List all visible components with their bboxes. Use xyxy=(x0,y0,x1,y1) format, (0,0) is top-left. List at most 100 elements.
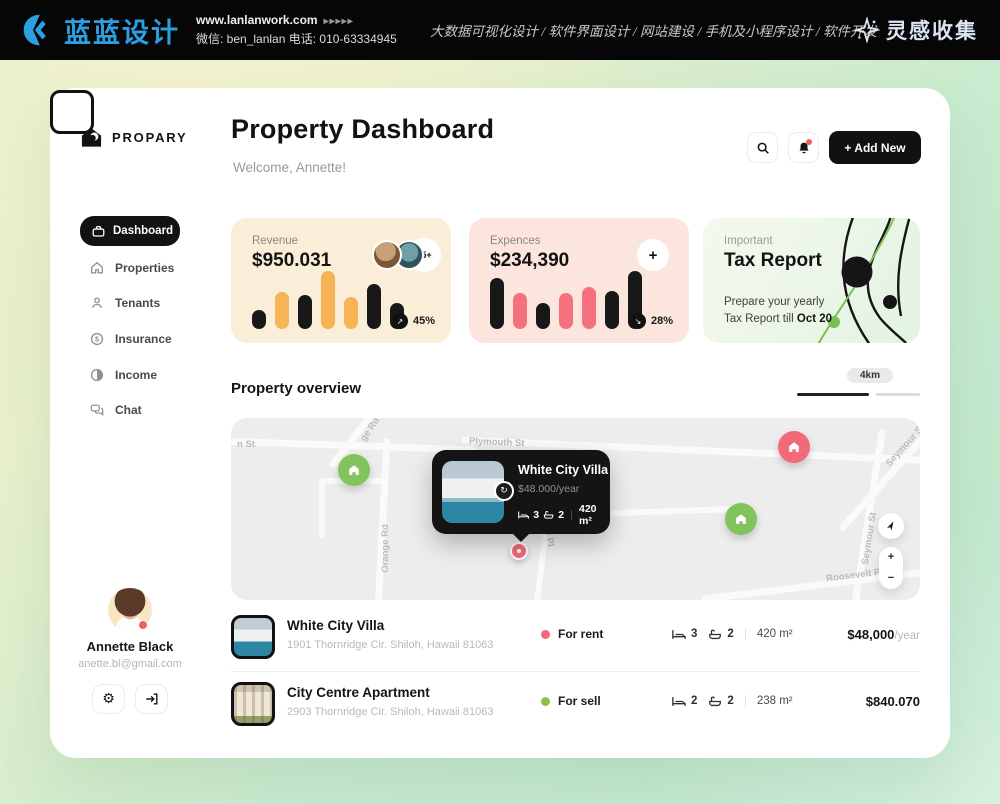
app-logo-text: PROPARY xyxy=(112,130,188,145)
sidebar-item-tenants[interactable]: Tenants xyxy=(90,291,220,315)
street-label: Orange Rd xyxy=(379,524,391,573)
status-dot xyxy=(541,696,550,706)
expenses-percent: ↘ 28% xyxy=(629,313,673,329)
top-banner: 蓝蓝设计 www.lanlanwork.com ▸▸▸▸▸ 微信: ben_lan… xyxy=(0,0,1000,60)
tax-line1: Prepare your yearly xyxy=(724,296,825,308)
notification-dot xyxy=(806,139,812,145)
expenses-bar-chart xyxy=(490,271,642,329)
expenses-value: $234,390 xyxy=(490,250,570,271)
notifications-button[interactable] xyxy=(788,132,819,163)
expenses-add-button[interactable]: + xyxy=(637,239,669,271)
dollar-circle-icon: $ xyxy=(90,332,104,346)
map-road xyxy=(610,505,742,517)
gear-icon: ⚙ xyxy=(102,691,115,707)
page-title: Property Dashboard xyxy=(231,114,495,144)
tooltip-stats: 3 2 420 m² xyxy=(518,503,610,527)
chat-bubbles-icon xyxy=(90,404,104,417)
divider xyxy=(744,628,746,640)
banner-site-url[interactable]: www.lanlanwork.com xyxy=(196,13,318,28)
revenue-card: Revenue $950.031 25+ ↗ 45% xyxy=(231,218,451,343)
home-icon xyxy=(91,261,103,274)
banner-collection[interactable]: 灵感收集 xyxy=(854,0,978,60)
sidebar-item-label: Tenants xyxy=(115,296,161,310)
street-label: Seymour St xyxy=(859,511,879,566)
add-new-button[interactable]: + Add New xyxy=(829,131,921,164)
bath-icon xyxy=(709,629,722,639)
property-map[interactable]: n St Plymouth St ge Rd Orange Rd Wilde P… xyxy=(231,418,920,600)
divider xyxy=(571,510,572,520)
revenue-percent: ↗ 45% xyxy=(391,313,435,329)
map-pin-selected[interactable] xyxy=(510,542,528,560)
search-icon xyxy=(757,142,769,154)
range-slider-track-empty[interactable] xyxy=(876,393,920,396)
bell-icon xyxy=(798,142,809,153)
property-address: 2903 Thornridge Cir. Shiloh, Hawaii 8106… xyxy=(287,706,494,718)
property-row[interactable]: White City Villa 1901 Thornridge Cir. Sh… xyxy=(231,613,920,661)
bed-icon xyxy=(672,629,686,639)
banner-brand-text: 蓝蓝设计 xyxy=(64,17,180,48)
sidebar-item-insurance[interactable]: $ Insurance xyxy=(90,327,220,351)
trend-up-icon: ↗ xyxy=(391,313,408,329)
bath-icon xyxy=(709,696,722,706)
map-property-tooltip[interactable]: ↻ White City Villa $48.000/year 3 2 420 … xyxy=(432,450,610,542)
banner-contact-block: www.lanlanwork.com ▸▸▸▸▸ 微信: ben_lanlan 电… xyxy=(196,11,397,48)
sidebar-item-properties[interactable]: Properties xyxy=(90,256,220,280)
zoom-out-button[interactable]: − xyxy=(887,572,895,584)
avatar-status-badge xyxy=(138,620,148,630)
search-button[interactable] xyxy=(747,132,778,163)
expenses-label: Expences xyxy=(490,235,541,247)
property-row[interactable]: City Centre Apartment 2903 Thornridge Ci… xyxy=(231,680,920,728)
sidebar-item-label: Chat xyxy=(115,403,142,417)
revenue-label: Revenue xyxy=(252,235,299,247)
settings-button[interactable]: ⚙ xyxy=(92,684,125,714)
map-marker-green[interactable] xyxy=(338,454,370,486)
map-road xyxy=(374,437,391,600)
range-slider-track-filled[interactable] xyxy=(797,393,869,396)
property-name: White City Villa xyxy=(287,618,385,633)
range-slider-thumb[interactable] xyxy=(50,90,94,134)
revenue-bar-chart xyxy=(252,271,404,329)
profile-name: Annette Black xyxy=(86,639,174,654)
dashboard-panel: PROPARY Dashboard Properties Tenants xyxy=(50,88,950,758)
briefcase-icon xyxy=(92,225,105,237)
bed-icon xyxy=(518,511,530,519)
house-icon xyxy=(789,442,799,452)
sidebar-item-label: Insurance xyxy=(115,332,172,346)
map-marker-green[interactable] xyxy=(725,503,757,535)
house-icon xyxy=(349,465,359,475)
sidebar-item-income[interactable]: Income xyxy=(90,363,220,387)
zoom-in-button[interactable]: + xyxy=(887,551,895,563)
rotate-view-icon[interactable]: ↻ xyxy=(494,481,514,501)
tax-title: Tax Report xyxy=(724,250,822,271)
sparkle-star-icon xyxy=(854,17,880,43)
sidebar-item-label: Properties xyxy=(115,261,175,275)
map-marker-red[interactable] xyxy=(778,431,810,463)
tenant-avatar-1 xyxy=(372,240,402,270)
revenue-value: $950.031 xyxy=(252,250,332,271)
coin-icon xyxy=(90,368,104,382)
banner-brand[interactable]: 蓝蓝设计 xyxy=(22,11,180,50)
property-thumbnail xyxy=(231,615,275,659)
tooltip-title: White City Villa xyxy=(518,463,609,477)
map-locate-button[interactable] xyxy=(878,513,904,539)
row-divider xyxy=(231,671,920,672)
street-label: n St xyxy=(237,439,255,450)
tax-date: Oct 20 xyxy=(796,313,833,325)
tax-report-card: Important Tax Report Prepare your yearly… xyxy=(703,218,920,343)
house-icon xyxy=(736,514,746,524)
tax-line2: Tax Report till Oct 20 xyxy=(724,313,833,325)
sidebar-item-dashboard[interactable]: Dashboard xyxy=(80,216,180,246)
property-stats: 2 2 238 m² xyxy=(672,695,793,707)
divider xyxy=(744,695,746,707)
trend-down-icon: ↘ xyxy=(629,313,646,329)
tax-decor-graphic xyxy=(817,218,911,343)
banner-collection-text: 灵感收集 xyxy=(886,19,978,43)
tooltip-photo xyxy=(442,461,504,523)
expenses-card: Expences $234,390 + ↘ 28% xyxy=(469,218,689,343)
logout-button[interactable] xyxy=(135,684,168,714)
sidebar-item-chat[interactable]: Chat xyxy=(90,398,220,422)
sidebar-item-label: Income xyxy=(115,368,158,382)
map-zoom-control: + − xyxy=(879,547,903,589)
app-logo: PROPARY xyxy=(80,126,187,149)
